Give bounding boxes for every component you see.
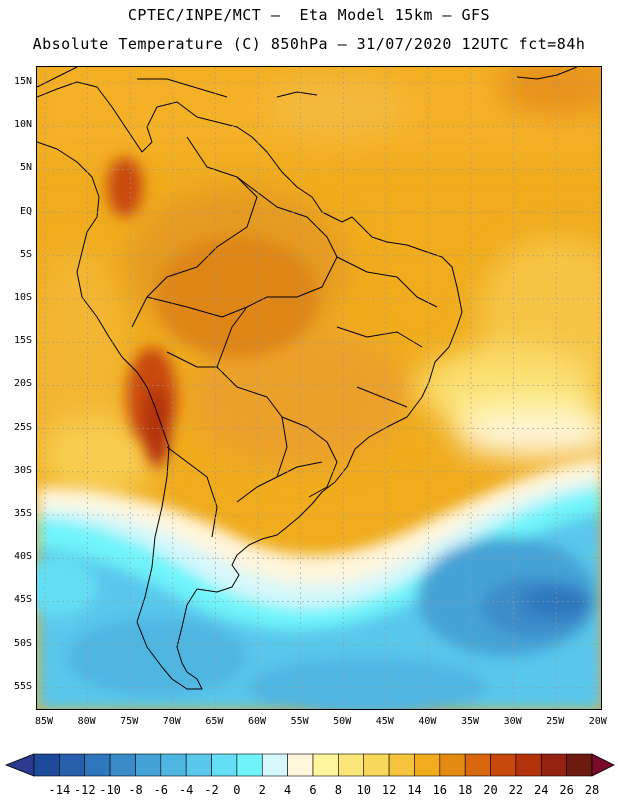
colorbar-label: 20 [483, 783, 498, 797]
colorbar-swatch [261, 753, 288, 777]
latitude-label: 10N [13, 119, 32, 131]
colorbar-label: 12 [381, 783, 397, 797]
colorbar-label: 14 [407, 783, 422, 797]
colorbar [4, 753, 615, 777]
colorbar-label: -6 [153, 783, 169, 797]
colorbar-label: 4 [284, 783, 292, 797]
longitude-label: 75W [120, 716, 139, 727]
longitude-label: 85W [34, 716, 54, 727]
colorbar-label: 8 [334, 783, 342, 797]
colorbar-swatch [312, 753, 339, 777]
colorbar-label: 16 [432, 783, 448, 797]
colorbar-label: -4 [178, 783, 194, 797]
colorbar-label: 18 [457, 783, 473, 797]
colorbar-label: 0 [233, 783, 241, 797]
colorbar-swatch [439, 753, 466, 777]
chart-title: CPTEC/INPE/MCT – Eta Model 15km – GFS [127, 6, 491, 24]
colorbar-swatch [490, 753, 517, 777]
longitude-label: 70W [162, 716, 181, 727]
chart-subtitle: Absolute Temperature (C) 850hPa – 31/07/… [32, 35, 586, 53]
longitude-label: 40W [418, 716, 437, 727]
longitude-label: 25W [546, 716, 565, 727]
temperature-field [37, 67, 601, 709]
colorbar-swatch [388, 753, 415, 777]
longitude-label: 80W [77, 716, 96, 727]
latitude-label: 30S [13, 464, 32, 476]
colorbar-swatch [84, 753, 111, 777]
colorbar-swatch [236, 753, 263, 777]
latitude-label: 35S [13, 508, 32, 519]
colorbar-swatch [363, 753, 390, 777]
colorbar-label: -10 [99, 783, 121, 797]
colorbar-swatch [287, 753, 314, 777]
colorbar-label: -12 [73, 783, 96, 797]
colorbar-swatch [414, 753, 441, 777]
colorbar-swatch [160, 753, 187, 777]
colorbar-swatch [464, 753, 491, 777]
colorbar-label: 28 [584, 783, 600, 797]
map-svg [37, 67, 601, 709]
colorbar-swatch [135, 753, 162, 777]
colorbar-swatch [109, 753, 136, 777]
colorbar-label: -2 [204, 783, 219, 797]
colorbar-swatch [33, 753, 60, 777]
latitude-label: 25S [13, 421, 32, 433]
temperature-map [36, 66, 602, 710]
colorbar-label: 26 [559, 783, 574, 797]
longitude-label: 35W [460, 716, 480, 727]
colorbar-low-arrow [4, 753, 35, 777]
colorbar-label: 24 [534, 783, 549, 797]
colorbar-swatch [59, 753, 86, 777]
longitude-label: 60W [247, 716, 267, 727]
colorbar-label: 6 [309, 783, 317, 797]
colorbar-swatch [515, 753, 542, 777]
longitude-label: 65W [205, 716, 224, 727]
longitude-label: 20W [588, 716, 607, 727]
colorbar-high-arrow [591, 753, 615, 777]
colorbar-label: 10 [356, 783, 371, 797]
colorbar-label: -14 [48, 783, 71, 797]
colorbar-swatch [566, 753, 593, 777]
colorbar-label: -8 [128, 783, 143, 797]
latitude-label: 40S [13, 551, 32, 563]
colorbar-swatch [211, 753, 238, 777]
latitude-label: 15S [13, 335, 32, 347]
latitude-label: 5S [19, 248, 32, 260]
latitude-label: 50S [13, 637, 32, 649]
colorbar-swatch [338, 753, 365, 777]
graticule [37, 67, 601, 709]
latitude-label: 15N [13, 76, 32, 87]
longitude-label: 55W [290, 716, 309, 727]
colorbar-swatch [540, 753, 567, 777]
longitude-label: 50W [333, 716, 352, 727]
longitude-label: 45W [375, 716, 394, 727]
latitude-label: 5N [19, 162, 32, 174]
latitude-label: 20S [13, 378, 32, 390]
latitude-label: EQ [19, 205, 32, 217]
latitude-label: 55S [13, 680, 32, 692]
colorbar-swatch [185, 753, 212, 777]
longitude-label: 30W [503, 716, 522, 727]
latitude-label: 10S [13, 292, 32, 303]
colorbar-label: 22 [508, 783, 524, 797]
coastlines [37, 67, 578, 690]
latitude-label: 45S [13, 594, 32, 606]
colorbar-label: 2 [258, 783, 266, 797]
